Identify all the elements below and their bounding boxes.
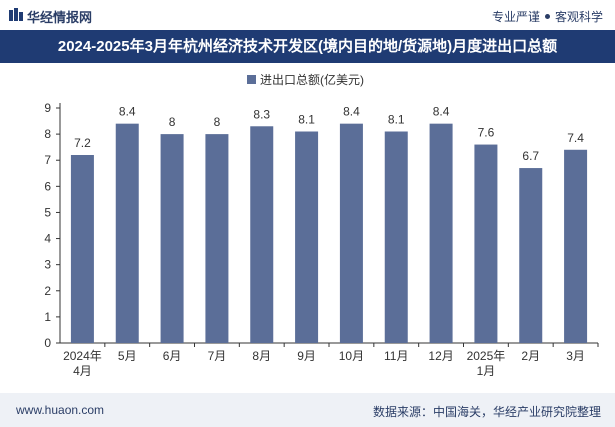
y-tick-label: 0 bbox=[44, 336, 51, 350]
logo-icon bbox=[9, 8, 23, 21]
y-tick-label: 1 bbox=[44, 310, 51, 324]
data-label: 7.2 bbox=[74, 136, 91, 150]
bar bbox=[384, 131, 408, 343]
x-tick-label: 3月 bbox=[566, 349, 585, 363]
title-bar: 2024-2025年3月年杭州经济技术开发区(境内目的地/货源地)月度进出口总额 bbox=[0, 30, 615, 63]
bar bbox=[564, 149, 588, 343]
bar bbox=[339, 123, 363, 343]
y-tick-label: 8 bbox=[44, 127, 51, 141]
bar bbox=[70, 155, 94, 343]
data-label: 8.1 bbox=[388, 113, 405, 127]
bar-chart: 进出口总额(亿美元) 0 1 2 3 4 5 6 7 8 9 7.2 2024年 4月 8.4 5月 8 6月 8 7… bbox=[44, 72, 599, 378]
legend-swatch bbox=[247, 75, 256, 84]
bar bbox=[295, 131, 319, 343]
x-tick-label: 2024年 4月 bbox=[63, 349, 102, 378]
tagline: 专业严谨 客观科学 bbox=[492, 8, 603, 25]
brand-name: 华经情报网 bbox=[27, 10, 93, 25]
y-tick-label: 7 bbox=[44, 153, 51, 167]
footer-website: www.huaon.com bbox=[16, 403, 105, 417]
bar bbox=[250, 126, 274, 344]
y-tick-label: 5 bbox=[44, 205, 51, 219]
data-label: 8.4 bbox=[433, 105, 450, 119]
x-tick-label: 11月 bbox=[384, 349, 408, 363]
separator-dot-icon bbox=[544, 14, 550, 19]
x-tick-label: 6月 bbox=[163, 349, 182, 363]
data-label: 6.7 bbox=[522, 149, 539, 163]
footer: www.huaon.com 数据来源：中国海关，华经产业研究院整理 bbox=[0, 393, 615, 427]
bar bbox=[115, 123, 139, 343]
data-label: 8 bbox=[214, 115, 221, 129]
x-tick-label: 10月 bbox=[339, 349, 364, 363]
footer-source: 数据来源：中国海关，华经产业研究院整理 bbox=[372, 405, 601, 419]
bar bbox=[519, 168, 543, 343]
x-tick-label: 8月 bbox=[252, 349, 271, 363]
x-tick-label: 12月 bbox=[428, 349, 453, 363]
x-tick-label: 9月 bbox=[297, 349, 316, 363]
data-label: 8.4 bbox=[119, 105, 136, 119]
y-tick-label: 3 bbox=[44, 258, 51, 272]
tagline-right: 客观科学 bbox=[554, 10, 603, 24]
data-label: 8 bbox=[169, 115, 176, 129]
y-tick-label: 9 bbox=[44, 101, 51, 115]
data-label: 8.3 bbox=[253, 107, 270, 121]
x-tick-label: 7月 bbox=[208, 349, 227, 363]
top-bar: 华经情报网 专业严谨 客观科学 bbox=[0, 0, 615, 30]
x-tick-label: 2月 bbox=[521, 349, 540, 363]
bar bbox=[474, 144, 498, 343]
x-tick-label: 2025年 1月 bbox=[467, 349, 506, 378]
chart-title: 2024-2025年3月年杭州经济技术开发区(境内目的地/货源地)月度进出口总额 bbox=[57, 38, 558, 55]
data-label: 7.4 bbox=[567, 131, 584, 145]
x-tick-label: 5月 bbox=[118, 349, 137, 363]
y-tick-label: 4 bbox=[44, 232, 51, 246]
data-label: 8.4 bbox=[343, 105, 360, 119]
bar bbox=[429, 123, 453, 343]
data-label: 7.6 bbox=[478, 126, 495, 140]
tagline-left: 专业严谨 bbox=[491, 10, 540, 24]
legend-label: 进出口总额(亿美元) bbox=[260, 72, 364, 87]
y-tick-label: 6 bbox=[44, 179, 51, 193]
data-label: 8.1 bbox=[298, 113, 315, 127]
bar bbox=[205, 134, 229, 343]
bar bbox=[160, 134, 184, 343]
y-tick-label: 2 bbox=[44, 284, 51, 298]
